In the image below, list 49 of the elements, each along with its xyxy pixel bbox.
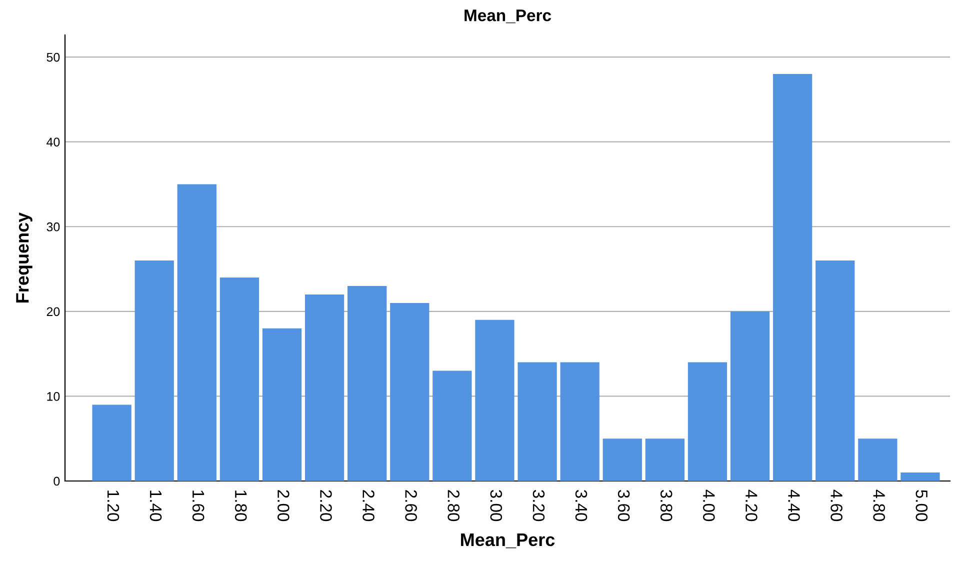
x-tick-label: 4.20 — [746, 490, 758, 522]
bar — [390, 302, 430, 481]
bar — [262, 328, 302, 481]
y-tick-label: 40 — [46, 138, 60, 146]
bar — [220, 278, 260, 481]
x-tick-label: 1.60 — [192, 490, 204, 522]
bar — [688, 362, 728, 481]
x-tick-label: 1.80 — [234, 490, 247, 522]
x-tick-label: 4.80 — [873, 490, 885, 522]
x-tick-label: 3.40 — [575, 490, 588, 522]
x-tick-label: 1.20 — [107, 490, 120, 522]
bar — [475, 320, 514, 481]
x-tick-label: 1.40 — [150, 490, 162, 522]
y-tick-label: 20 — [46, 307, 60, 316]
y-tick-label: 30 — [46, 222, 60, 232]
bar — [816, 260, 855, 481]
bar — [518, 362, 557, 481]
bar — [602, 438, 642, 481]
y-axis-title: Frequency — [16, 212, 32, 302]
x-tick-label: 2.60 — [405, 490, 417, 522]
y-tick-label: 10 — [47, 392, 60, 401]
bar — [177, 184, 216, 481]
bar — [432, 370, 472, 481]
y-tick-label: 0 — [54, 476, 60, 486]
bar — [134, 260, 174, 481]
x-tick-label: 3.00 — [490, 490, 502, 522]
bar — [560, 362, 600, 481]
bar — [645, 438, 684, 481]
x-tick-label: 5.00 — [916, 490, 928, 522]
bar — [348, 286, 387, 481]
bar — [92, 404, 132, 481]
bar — [304, 294, 344, 481]
x-tick-label: 4.00 — [703, 490, 715, 522]
x-tick-label: 2.80 — [448, 490, 460, 522]
x-tick-label: 2.20 — [320, 490, 332, 522]
x-tick-label: 3.60 — [618, 490, 630, 522]
x-tick-label: 3.20 — [532, 490, 545, 522]
x-tick-label: 4.40 — [788, 490, 800, 522]
bar — [858, 438, 898, 481]
x-tick-label: 4.60 — [830, 490, 842, 522]
y-tick-label: 50 — [46, 52, 60, 62]
bar — [773, 74, 812, 481]
x-tick-label: 3.80 — [660, 490, 672, 522]
x-axis-title: Mean_Perc — [461, 534, 555, 548]
x-tick-label: 2.40 — [362, 490, 374, 522]
bar — [900, 472, 940, 481]
chart-title: Mean_Perc — [464, 10, 552, 24]
x-tick-label: 2.00 — [278, 490, 290, 522]
bar — [730, 311, 770, 481]
